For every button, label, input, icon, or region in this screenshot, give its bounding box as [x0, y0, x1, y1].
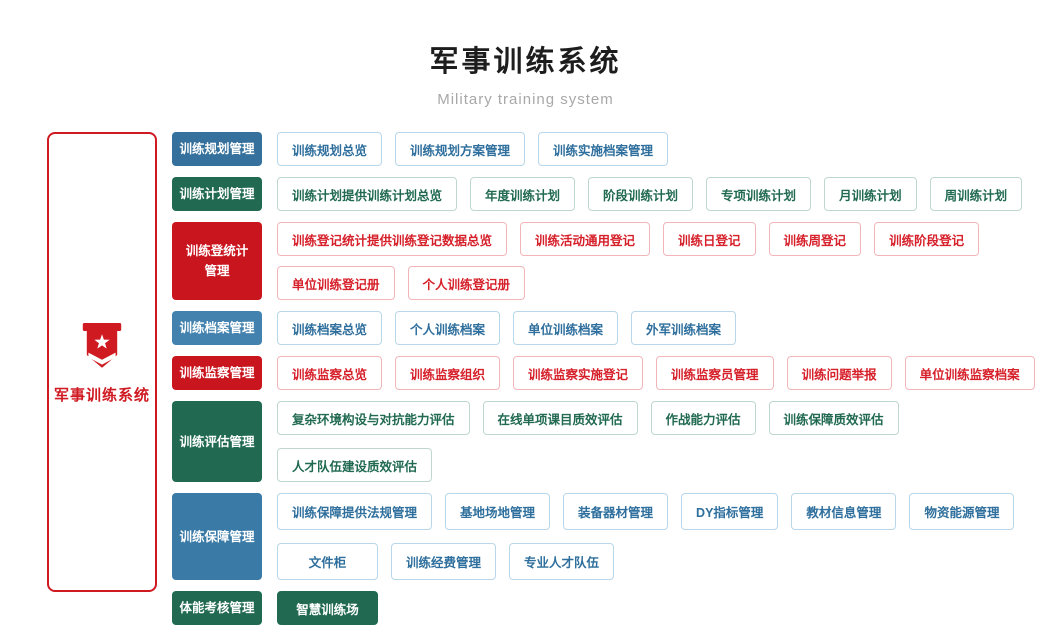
group-label[interactable]: 训练规划管理 [172, 132, 262, 166]
menu-item[interactable]: 专业人才队伍 [509, 543, 615, 580]
menu-item[interactable]: 训练保障质效评估 [768, 401, 899, 435]
item-line: 训练保障提供法规管理 基地场地管理 装备器材管理 DY指标管理 教材信息管理 物资能源管理 [277, 493, 1051, 530]
group-items: 智慧训练场 [277, 591, 1051, 625]
group-items: 训练监察总览 训练监察组织 训练监察实施登记 训练监察员管理 训练问题举报 单位训练监察档… [277, 356, 1051, 390]
group-label[interactable]: 训练档案管理 [172, 311, 262, 345]
menu-item[interactable]: 训练保障提供法规管理 [277, 493, 433, 530]
menu-item[interactable]: 周训练计划 [929, 177, 1023, 211]
module-group: 训练监察管理 训练监察总览 训练监察组织 训练监察实施登记 训练监察员管理 训练问题举报单… [172, 356, 1051, 390]
item-line: 训练登记统计提供训练登记数据总览 训练活动通用登记 训练日登记 训练周登记 训练阶段登记 [277, 222, 1051, 256]
group-items: 训练档案总览 个人训练档案 单位训练档案 外军训练档案 [277, 311, 1051, 345]
module-group: 训练计划管理 训练计划提供训练计划总览 年度训练计划 阶段训练计划 专项训练计划 月训练计… [172, 177, 1051, 211]
item-line: 智慧训练场 [277, 591, 1051, 625]
system-diagram: 军事训练系统 训练规划管理 训练规划总览 训练规划方案管理 训练实施档案管理 训练计划管… [0, 132, 1051, 625]
menu-item[interactable]: 训练监察实施登记 [513, 356, 644, 390]
system-root-card[interactable]: 军事训练系统 [47, 132, 157, 592]
item-line: 训练计划提供训练计划总览 年度训练计划 阶段训练计划 专项训练计划 月训练计划 周训练计划 [277, 177, 1051, 211]
item-line: 训练规划总览 训练规划方案管理 训练实施档案管理 [277, 132, 1051, 166]
item-line: 文件柜 训练经费管理 专业人才队伍 [277, 543, 1051, 580]
menu-item[interactable]: 阶段训练计划 [588, 177, 694, 211]
module-group: 训练登统计 管理 训练登记统计提供训练登记数据总览 训练活动通用登记 训练日登记 训练周… [172, 222, 1051, 300]
group-label[interactable]: 训练登统计 管理 [172, 222, 262, 300]
menu-item[interactable]: 文件柜 [277, 543, 378, 580]
menu-item[interactable]: 训练监察员管理 [656, 356, 774, 390]
menu-item[interactable]: DY指标管理 [681, 493, 779, 530]
menu-item[interactable]: 单位训练登记册 [277, 266, 395, 300]
page-header: 军事训练系统 Military training system [0, 0, 1051, 108]
menu-item[interactable]: 在线单项课目质效评估 [482, 401, 638, 435]
group-label[interactable]: 训练监察管理 [172, 356, 262, 390]
menu-item[interactable]: 训练计划提供训练计划总览 [277, 177, 458, 211]
menu-item[interactable]: 装备器材管理 [563, 493, 669, 530]
module-group: 训练档案管理 训练档案总览 个人训练档案 单位训练档案 外军训练档案 [172, 311, 1051, 345]
menu-item[interactable]: 训练阶段登记 [874, 222, 980, 256]
menu-item[interactable]: 基地场地管理 [445, 493, 551, 530]
group-label[interactable]: 训练计划管理 [172, 177, 262, 211]
menu-item[interactable]: 训练规划总览 [277, 132, 383, 166]
menu-item[interactable]: 年度训练计划 [470, 177, 576, 211]
item-line: 复杂环境构设与对抗能力评估 在线单项课目质效评估 作战能力评估 训练保障质效评估人才队… [277, 401, 1051, 482]
menu-item[interactable]: 专项训练计划 [706, 177, 812, 211]
menu-item[interactable]: 训练日登记 [663, 222, 756, 256]
menu-item[interactable]: 单位训练档案 [513, 311, 619, 345]
group-label[interactable]: 体能考核管理 [172, 591, 262, 625]
menu-item[interactable]: 智慧训练场 [277, 591, 378, 625]
module-group: 体能考核管理 智慧训练场 [172, 591, 1051, 625]
menu-item[interactable]: 训练经费管理 [391, 543, 497, 580]
menu-item[interactable]: 月训练计划 [824, 177, 917, 211]
menu-item[interactable]: 作战能力评估 [650, 401, 756, 435]
menu-item[interactable]: 个人训练档案 [395, 311, 501, 345]
group-label[interactable]: 训练保障管理 [172, 493, 262, 580]
module-group: 训练规划管理 训练规划总览 训练规划方案管理 训练实施档案管理 [172, 132, 1051, 166]
group-items: 训练保障提供法规管理 基地场地管理 装备器材管理 DY指标管理 教材信息管理 物资能源管理… [277, 493, 1051, 580]
group-label[interactable]: 训练评估管理 [172, 401, 262, 482]
module-group: 训练评估管理 复杂环境构设与对抗能力评估 在线单项课目质效评估 作战能力评估 训练保障质… [172, 401, 1051, 482]
item-line: 训练档案总览 个人训练档案 单位训练档案 外军训练档案 [277, 311, 1051, 345]
menu-item[interactable]: 训练监察总览 [277, 356, 383, 390]
menu-item[interactable]: 训练规划方案管理 [395, 132, 526, 166]
page-title: 军事训练系统 [429, 46, 622, 78]
page-subtitle: Military training system [437, 91, 614, 108]
military-banner-icon [82, 322, 122, 368]
menu-item[interactable]: 训练监察组织 [395, 356, 501, 390]
item-line: 训练监察总览 训练监察组织 训练监察实施登记 训练监察员管理 训练问题举报 单位训练监察档… [277, 356, 1051, 390]
menu-item[interactable]: 物资能源管理 [909, 493, 1015, 530]
menu-item[interactable]: 教材信息管理 [791, 493, 897, 530]
menu-item[interactable]: 单位训练监察档案 [904, 356, 1035, 390]
menu-item[interactable]: 训练问题举报 [786, 356, 892, 390]
item-line: 单位训练登记册 个人训练登记册 [277, 266, 1051, 300]
group-items: 训练登记统计提供训练登记数据总览 训练活动通用登记 训练日登记 训练周登记 训练阶段登记… [277, 222, 1051, 300]
group-items: 复杂环境构设与对抗能力评估 在线单项课目质效评估 作战能力评估 训练保障质效评估人才队… [277, 401, 1051, 482]
module-group: 训练保障管理 训练保障提供法规管理 基地场地管理 装备器材管理 DY指标管理 教材信息管理… [172, 493, 1051, 580]
module-groups: 训练规划管理 训练规划总览 训练规划方案管理 训练实施档案管理 训练计划管理 训练计划提供… [172, 132, 1051, 625]
system-root-label: 军事训练系统 [53, 386, 150, 404]
menu-item[interactable]: 外军训练档案 [631, 311, 737, 345]
menu-item[interactable]: 复杂环境构设与对抗能力评估 [277, 401, 470, 435]
menu-item[interactable]: 训练实施档案管理 [538, 132, 669, 166]
menu-item[interactable]: 训练活动通用登记 [520, 222, 651, 256]
group-items: 训练计划提供训练计划总览 年度训练计划 阶段训练计划 专项训练计划 月训练计划 周训练计划 [277, 177, 1051, 211]
menu-item[interactable]: 人才队伍建设质效评估 [277, 448, 433, 482]
menu-item[interactable]: 个人训练登记册 [407, 266, 526, 300]
group-items: 训练规划总览 训练规划方案管理 训练实施档案管理 [277, 132, 1051, 166]
menu-item[interactable]: 训练档案总览 [277, 311, 383, 345]
menu-item[interactable]: 训练登记统计提供训练登记数据总览 [277, 222, 508, 256]
menu-item[interactable]: 训练周登记 [768, 222, 862, 256]
